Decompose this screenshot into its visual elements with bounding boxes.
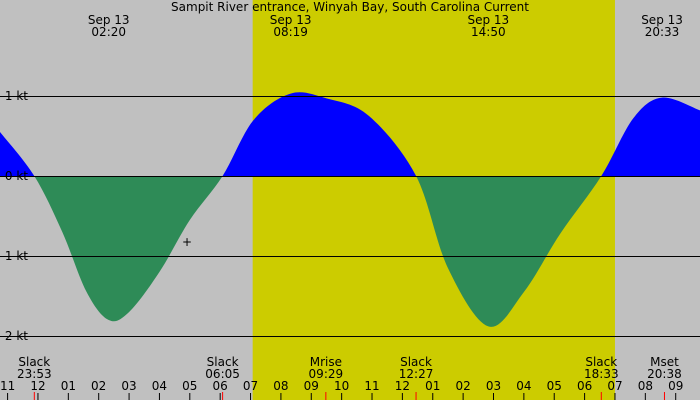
event-name-label: Mset xyxy=(650,355,679,369)
hour-tick-label: 01 xyxy=(61,379,76,393)
event-time-label: 18:33 xyxy=(584,367,619,381)
hour-tick-label: 12 xyxy=(395,379,410,393)
hour-tick-label: 08 xyxy=(273,379,288,393)
hour-tick-label: 09 xyxy=(304,379,319,393)
hour-tick-label: 07 xyxy=(243,379,258,393)
extreme-time-label: 08:19 xyxy=(273,25,308,39)
event-name-label: Mrise xyxy=(310,355,342,369)
chart-title: Sampit River entrance, Winyah Bay, South… xyxy=(171,0,529,14)
hour-tick-label: 11 xyxy=(364,379,379,393)
extreme-date-label: Sep 13 xyxy=(641,13,683,27)
extreme-date-label: Sep 13 xyxy=(270,13,312,27)
extreme-date-label: Sep 13 xyxy=(467,13,509,27)
y-tick-labels: 1 kt 0 kt -1 kt -2 kt xyxy=(1,89,29,343)
hour-tick-label: 01 xyxy=(425,379,440,393)
hour-tick-label: 05 xyxy=(182,379,197,393)
gridlines xyxy=(0,96,700,337)
event-name-label: Slack xyxy=(585,355,617,369)
hour-tick-label: 04 xyxy=(516,379,531,393)
event-time-label: 12:27 xyxy=(399,367,434,381)
hour-tick-label: 04 xyxy=(152,379,167,393)
event-name-label: Slack xyxy=(207,355,239,369)
current-areas xyxy=(0,92,700,327)
hour-tick-label: 03 xyxy=(121,379,136,393)
cursor-crosshair: + xyxy=(182,235,192,249)
extreme-time-label: 14:50 xyxy=(471,25,506,39)
hour-tick-label: 02 xyxy=(91,379,106,393)
hour-tick-label: 11 xyxy=(0,379,15,393)
y-tick-label: 1 kt xyxy=(5,89,28,103)
event-time-label: 09:29 xyxy=(309,367,344,381)
hour-tick-label: 08 xyxy=(638,379,653,393)
hour-tick-label: 06 xyxy=(577,379,592,393)
event-time-label: 20:38 xyxy=(647,367,682,381)
flood-current-area xyxy=(0,92,700,176)
extreme-time-label: 02:20 xyxy=(91,25,126,39)
hour-tick-label: 03 xyxy=(486,379,501,393)
hour-tick-label: 07 xyxy=(607,379,622,393)
hour-axis: 11 12 01 02 03 04 05 06 07 08 09 10 11 12 01 02 03 04 05 06… xyxy=(0,379,683,400)
hour-tick-label: 02 xyxy=(455,379,470,393)
y-tick-label: -1 kt xyxy=(1,249,29,263)
hour-tick-label: 05 xyxy=(547,379,562,393)
y-tick-label: 0 kt xyxy=(5,169,28,183)
event-time-label: 06:05 xyxy=(205,367,240,381)
ebb-current-area xyxy=(0,176,700,327)
hour-tick-label: 09 xyxy=(668,379,683,393)
hour-tick-label: 06 xyxy=(213,379,228,393)
extreme-date-label: Sep 13 xyxy=(88,13,130,27)
hour-tick-label: 10 xyxy=(334,379,349,393)
event-name-label: Slack xyxy=(18,355,50,369)
event-time-label: 23:53 xyxy=(17,367,52,381)
y-tick-label: -2 kt xyxy=(1,329,29,343)
event-name-label: Slack xyxy=(400,355,432,369)
extreme-time-label: 20:33 xyxy=(645,25,680,39)
hour-tick-label: 12 xyxy=(30,379,45,393)
event-labels: Slack23:53Slack06:05Mrise09:29Slack12:27… xyxy=(17,355,682,400)
